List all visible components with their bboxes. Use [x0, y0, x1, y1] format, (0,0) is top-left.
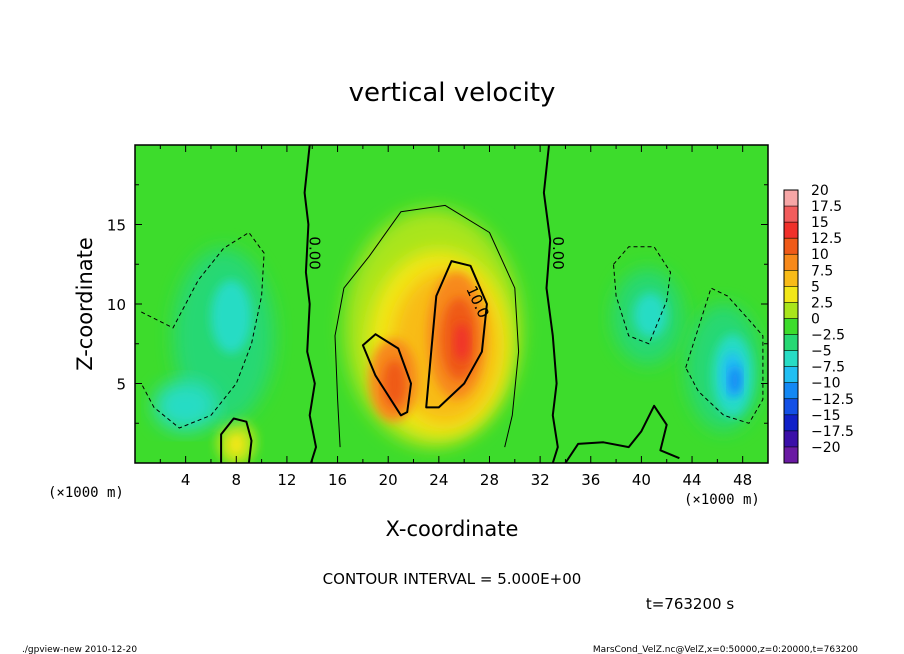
colorbar-label: −2.5	[811, 328, 845, 344]
colorbar-label: −7.5	[811, 360, 845, 376]
y-axis-label: Z-coordinate	[73, 237, 97, 371]
contour-line	[140, 232, 265, 429]
time-label: t=763200 s	[646, 595, 734, 613]
contour-line	[220, 417, 253, 463]
y-tick-label: 15	[107, 217, 126, 235]
colorbar-swatch	[784, 302, 798, 319]
colorbar-label: 0	[811, 311, 820, 327]
colorbar-label: 15	[811, 215, 829, 231]
colorbar-swatch	[784, 206, 798, 223]
contour-line	[613, 246, 671, 345]
colorbar: 2017.51512.5107.552.50−2.5−5−7.5−10−12.5…	[783, 183, 854, 464]
field-blob	[454, 323, 470, 362]
colorbar-label: −12.5	[811, 392, 854, 408]
field-blob	[153, 380, 218, 432]
y-tick-label: 10	[107, 296, 126, 314]
colorbar-label: 17.5	[811, 199, 842, 215]
contour-line	[334, 204, 520, 448]
x-tick-label: 16	[328, 471, 347, 489]
colorbar-label: 12.5	[811, 231, 842, 247]
x-tick-label: 12	[277, 471, 296, 489]
colorbar-label: 10	[811, 247, 829, 263]
colorbar-label: 7.5	[811, 263, 833, 279]
contour-line	[685, 287, 764, 424]
colorbar-swatch	[784, 270, 798, 287]
contour-label: 0.00	[549, 236, 567, 269]
contour-label: 0.00	[306, 236, 324, 269]
colorbar-label: −10	[811, 376, 841, 392]
x-tick-label: 36	[581, 471, 600, 489]
x-axis-label: X-coordinate	[386, 517, 519, 541]
colorbar-swatch	[784, 350, 798, 368]
colorbar-swatch	[784, 222, 798, 239]
footer-right: MarsCond_VelZ.nc@VelZ,x=0:50000,z=0:2000…	[593, 645, 858, 654]
heatmap-field	[135, 145, 768, 463]
x-tick-label: 24	[429, 471, 448, 489]
x-tick-label: 32	[531, 471, 550, 489]
colorbar-label: −15	[811, 408, 841, 424]
x-tick-label: 44	[682, 471, 701, 489]
field-blob	[728, 366, 742, 395]
colorbar-label: −17.5	[811, 424, 854, 440]
colorbar-label: 2.5	[811, 295, 833, 311]
contour-line	[425, 260, 488, 409]
contour-line	[303, 145, 317, 463]
field-blob	[210, 280, 252, 354]
contour-line	[564, 404, 680, 463]
colorbar-label: −5	[811, 344, 832, 360]
colorbar-swatch	[784, 366, 798, 384]
contour-line	[361, 333, 412, 417]
colorbar-swatch	[784, 286, 798, 303]
colorbar-swatch	[784, 446, 798, 464]
x-tick-label: 48	[733, 471, 752, 489]
y-tick-label: 5	[116, 376, 126, 394]
x-tick-label: 4	[181, 471, 191, 489]
field-blob	[227, 431, 246, 457]
contour-line	[542, 145, 559, 463]
colorbar-swatch	[784, 414, 798, 432]
x-unit-left: (×1000 m)	[48, 485, 124, 501]
colorbar-swatch	[784, 190, 798, 207]
chart-title: vertical velocity	[349, 78, 556, 108]
colorbar-swatch	[784, 334, 798, 352]
colorbar-label: 5	[811, 279, 820, 295]
x-tick-label: 8	[232, 471, 242, 489]
field-blob	[633, 292, 667, 338]
x-tick-label: 28	[480, 471, 499, 489]
x-tick-label: 20	[379, 471, 398, 489]
x-unit-right: (×1000 m)	[684, 492, 760, 508]
contour-interval: CONTOUR INTERVAL = 5.000E+00	[323, 570, 582, 588]
colorbar-label: −20	[811, 440, 841, 456]
colorbar-swatch	[784, 430, 798, 448]
footer-left: ./gpview-new 2010-12-20	[22, 645, 137, 654]
colorbar-swatch	[784, 382, 798, 400]
colorbar-swatch	[784, 318, 798, 336]
colorbar-swatch	[784, 238, 798, 255]
field-blob	[383, 359, 406, 408]
colorbar-swatch	[784, 254, 798, 271]
colorbar-swatch	[784, 398, 798, 416]
x-tick-label: 40	[632, 471, 651, 489]
colorbar-label: 20	[811, 183, 829, 199]
